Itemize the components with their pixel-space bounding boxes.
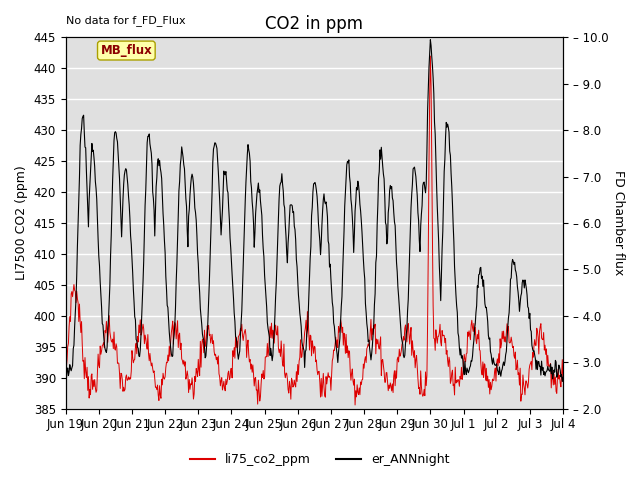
Y-axis label: LI7500 CO2 (ppm): LI7500 CO2 (ppm) [15, 166, 28, 280]
Title: CO2 in ppm: CO2 in ppm [266, 15, 364, 33]
Text: No data for f_FD_Flux: No data for f_FD_Flux [66, 15, 185, 26]
Y-axis label: FD Chamber flux: FD Chamber flux [612, 170, 625, 276]
Legend: li75_co2_ppm, er_ANNnight: li75_co2_ppm, er_ANNnight [186, 448, 454, 471]
Text: MB_flux: MB_flux [100, 44, 152, 57]
